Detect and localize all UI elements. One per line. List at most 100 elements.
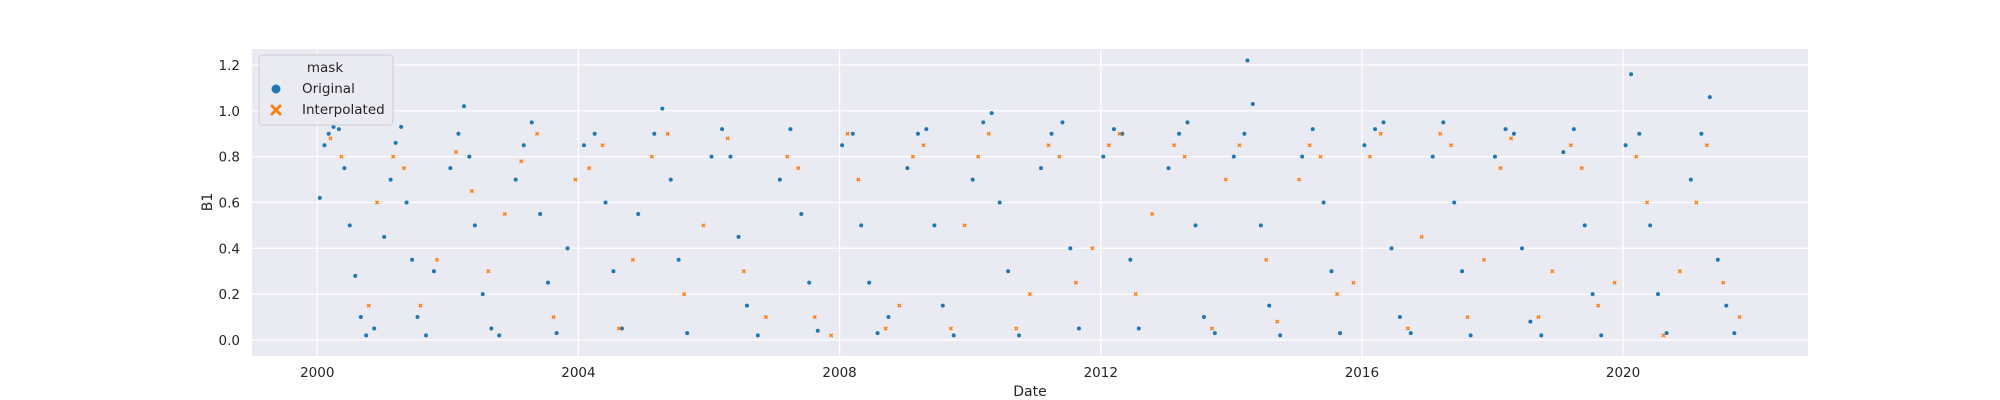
original-point: [336, 127, 341, 132]
interpolated-point: [1419, 234, 1424, 239]
legend-original-marker: [271, 84, 281, 94]
original-point: [1408, 331, 1413, 336]
original-point: [1656, 292, 1661, 297]
y-axis-label: B1: [200, 193, 216, 212]
interpolated-point: [1334, 292, 1340, 297]
interpolated-point: [1737, 314, 1742, 320]
x-tick-label: 2008: [822, 365, 856, 381]
original-point: [1637, 131, 1642, 136]
x-tick-label: 2020: [1606, 365, 1640, 381]
legend-interpolated-marker: [270, 104, 282, 116]
original-point: [603, 200, 608, 205]
original-point: [358, 315, 363, 320]
original-point: [1177, 131, 1182, 136]
original-point: [1338, 331, 1343, 336]
interpolated-point: [1612, 280, 1617, 285]
original-point: [554, 331, 559, 336]
legend-title: mask: [307, 60, 343, 76]
original-point: [755, 333, 760, 338]
original-point: [382, 234, 387, 239]
original-point: [1278, 333, 1283, 338]
interpolated-point: [1568, 143, 1573, 148]
original-point: [342, 166, 347, 171]
interpolated-point: [1150, 211, 1155, 217]
original-point: [1629, 72, 1634, 77]
interpolated-point: [962, 223, 967, 228]
interpolated-point: [401, 166, 407, 171]
original-point: [1166, 166, 1171, 171]
original-point: [932, 223, 937, 228]
interpolated-point: [1275, 319, 1280, 324]
original-point: [1101, 154, 1106, 159]
original-point: [736, 234, 741, 239]
interpolated-point: [763, 314, 768, 320]
y-tick-label: 0.6: [219, 196, 240, 212]
interpolated-point: [1318, 154, 1323, 159]
original-point: [565, 246, 570, 251]
original-point: [353, 273, 358, 278]
original-point: [636, 211, 641, 216]
original-point: [1582, 223, 1587, 228]
original-point: [970, 177, 975, 182]
original-point: [1732, 331, 1737, 336]
interpolated-point: [1645, 200, 1650, 205]
interpolated-point: [587, 166, 592, 171]
original-point: [1468, 333, 1473, 338]
interpolated-point: [1378, 131, 1383, 136]
data-points: [317, 58, 1742, 338]
interpolated-point: [418, 303, 423, 308]
original-point: [1430, 154, 1435, 159]
interpolated-point: [1405, 326, 1411, 331]
original-point: [317, 195, 322, 200]
interpolated-point: [1704, 143, 1710, 148]
interpolated-point: [535, 131, 540, 136]
interpolated-point: [573, 177, 578, 182]
original-point: [1310, 127, 1315, 132]
original-point: [685, 331, 690, 336]
original-point: [1068, 246, 1073, 251]
interpolated-point: [1367, 154, 1373, 159]
original-point: [1452, 200, 1457, 205]
original-point: [1136, 326, 1141, 331]
original-point: [867, 280, 872, 285]
interpolated-point: [1481, 257, 1487, 262]
original-point: [1539, 333, 1544, 338]
interpolated-point: [1694, 200, 1699, 205]
interpolated-point: [1133, 292, 1138, 297]
original-point: [538, 211, 543, 216]
x-tick-label: 2016: [1345, 365, 1379, 381]
original-point: [448, 166, 453, 171]
original-point: [467, 154, 472, 159]
x-tick-label: 2000: [300, 365, 334, 381]
x-tick-labels: 2000 2004 2008 2012 2016 2020: [300, 365, 1640, 381]
interpolated-point: [1057, 154, 1062, 159]
interpolated-point: [682, 292, 687, 297]
original-point: [1460, 269, 1465, 274]
original-point: [1267, 303, 1272, 308]
interpolated-point: [1297, 177, 1302, 182]
interpolated-point: [434, 257, 440, 262]
original-point: [1590, 292, 1595, 297]
interpolated-point: [1106, 143, 1111, 148]
interpolated-point: [1677, 269, 1683, 274]
x-tick-label: 2004: [561, 365, 595, 381]
interpolated-point: [600, 143, 605, 148]
original-point: [989, 111, 994, 116]
interpolated-point: [1073, 280, 1078, 285]
original-point: [850, 131, 855, 136]
interpolated-point: [486, 269, 491, 274]
interpolated-point: [1661, 333, 1666, 338]
original-point: [1060, 120, 1065, 125]
interpolated-point: [796, 166, 801, 171]
original-point: [1212, 331, 1217, 336]
original-point: [1381, 120, 1386, 125]
original-point: [513, 177, 518, 182]
original-point: [1511, 131, 1516, 136]
y-tick-label: 0.0: [219, 333, 240, 349]
original-point: [1623, 143, 1628, 148]
original-point: [546, 280, 551, 285]
original-point: [581, 143, 586, 148]
legend-interpolated-label: Interpolated: [302, 102, 385, 118]
y-tick-label: 0.8: [219, 150, 240, 166]
original-point: [1648, 223, 1653, 228]
